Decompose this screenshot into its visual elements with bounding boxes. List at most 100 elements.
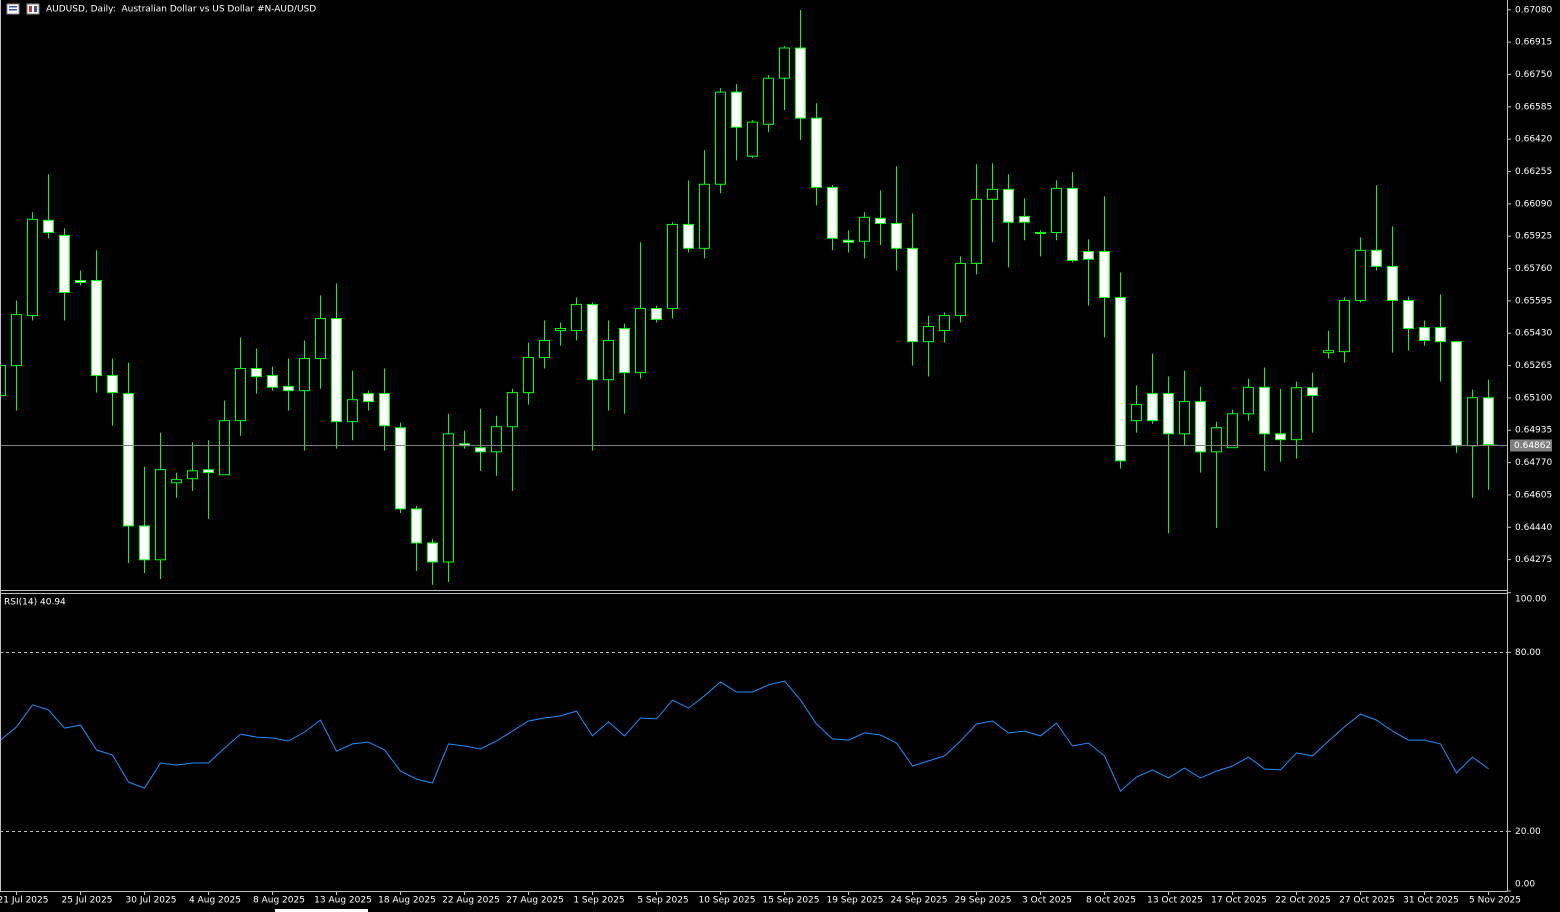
candle-body xyxy=(235,368,246,422)
candle-body xyxy=(59,234,70,293)
candle-body xyxy=(827,186,838,239)
candle-body xyxy=(795,47,806,119)
x-tick-label: 1 Sep 2025 xyxy=(573,896,624,906)
candle-body xyxy=(1051,187,1062,233)
candle-body xyxy=(523,357,534,394)
candle-body xyxy=(1067,187,1078,262)
candle-body xyxy=(779,47,790,79)
x-tick-label: 24 Sep 2025 xyxy=(890,896,947,906)
y-tick-label: 0.65265 xyxy=(1515,361,1552,371)
y-tick-label: 80.00 xyxy=(1515,648,1541,658)
candle-body xyxy=(731,91,742,128)
y-tick-label: 0.67080 xyxy=(1515,5,1552,15)
candle-body xyxy=(219,420,230,476)
candle-body xyxy=(763,77,774,125)
icon xyxy=(34,6,37,12)
indicator-line xyxy=(0,680,1489,792)
candle-body xyxy=(1019,215,1030,223)
candle-body xyxy=(651,308,662,321)
candle-body xyxy=(1115,297,1126,462)
candle-body xyxy=(1435,327,1446,343)
y-tick-label: 0.64605 xyxy=(1515,490,1552,500)
candle-body xyxy=(251,368,262,378)
x-tick-label: 3 Oct 2025 xyxy=(1022,896,1072,906)
candle-body xyxy=(427,542,438,563)
candle-body xyxy=(667,223,678,310)
candle-body xyxy=(1467,397,1478,447)
x-tick-label: 21 Jul 2025 xyxy=(0,896,48,906)
candle-body xyxy=(1211,427,1222,453)
candle-body xyxy=(683,223,694,249)
candle-body xyxy=(379,393,390,427)
indicator-value: 40.94 xyxy=(40,598,66,608)
x-tick-label: 18 Aug 2025 xyxy=(378,896,436,906)
candle-body xyxy=(1403,299,1414,330)
y-tick-label: 0.64440 xyxy=(1515,523,1552,533)
candle-body xyxy=(1259,386,1270,435)
candle-body xyxy=(1451,341,1462,447)
candle-body xyxy=(1003,188,1014,223)
plots xyxy=(0,9,1507,832)
candle-body xyxy=(443,433,454,563)
candle-body xyxy=(843,239,854,243)
x-tick-label: 29 Sep 2025 xyxy=(954,896,1011,906)
y-tick-label: 0.65100 xyxy=(1515,393,1552,403)
candle-body xyxy=(491,426,502,453)
indicator-name: RSI(14) xyxy=(4,598,37,608)
y-tick-label: 0.66750 xyxy=(1515,70,1552,80)
candle-body xyxy=(1035,231,1046,234)
candle-body xyxy=(859,216,870,242)
candle-body xyxy=(587,303,598,381)
y-tick-label: 0.66090 xyxy=(1515,199,1552,209)
x-tick-label: 13 Aug 2025 xyxy=(314,896,372,906)
candle-body xyxy=(155,469,166,561)
candle-body xyxy=(1179,401,1190,435)
candle-body xyxy=(715,91,726,185)
candle-body xyxy=(1083,250,1094,260)
candle-body xyxy=(555,328,566,331)
x-tick-label: 17 Oct 2025 xyxy=(1211,896,1267,906)
candle-body xyxy=(539,339,550,359)
icon xyxy=(26,3,40,15)
current-price-box xyxy=(1510,439,1552,452)
candle-body xyxy=(1099,250,1110,299)
candle-body xyxy=(1163,393,1174,435)
y-tick-label: 0.66255 xyxy=(1515,167,1552,177)
y-tick-label: 0.66420 xyxy=(1515,135,1552,145)
x-tick-label: 15 Sep 2025 xyxy=(762,896,819,906)
candle-body xyxy=(411,508,422,544)
candle-body xyxy=(1147,393,1158,422)
candle-body xyxy=(91,279,102,377)
candle-body xyxy=(1195,401,1206,453)
candle-body xyxy=(315,318,326,360)
candle-body xyxy=(331,318,342,423)
x-tick-label: 4 Aug 2025 xyxy=(189,896,241,906)
icon xyxy=(9,9,17,11)
candle-body xyxy=(571,303,582,331)
candle-body xyxy=(171,479,182,484)
y-tick-label: 0.66915 xyxy=(1515,38,1552,48)
y-tick-label: 0.65595 xyxy=(1515,296,1552,306)
candle-body xyxy=(1275,433,1286,441)
candle-body xyxy=(123,393,134,527)
candle-body xyxy=(363,393,374,403)
y-tick-label: 0.66585 xyxy=(1515,102,1552,112)
candle-body xyxy=(299,358,310,392)
candle-body xyxy=(1243,386,1254,415)
x-tick-label: 5 Sep 2025 xyxy=(637,896,688,906)
y-tick-label: 0.64275 xyxy=(1515,555,1552,565)
y-tick-label: 0.00 xyxy=(1515,880,1535,890)
candle-body xyxy=(619,328,630,374)
x-tick-label: 22 Oct 2025 xyxy=(1275,896,1331,906)
scrollbar xyxy=(275,909,368,912)
candle-body xyxy=(507,392,518,428)
candle-body xyxy=(1339,299,1350,353)
candle-body xyxy=(267,375,278,388)
y-tick-label: 0.65430 xyxy=(1515,329,1552,339)
x-tick-label: 27 Aug 2025 xyxy=(506,896,564,906)
candle-body xyxy=(811,117,822,188)
y-tick-label: 20.00 xyxy=(1515,827,1541,837)
